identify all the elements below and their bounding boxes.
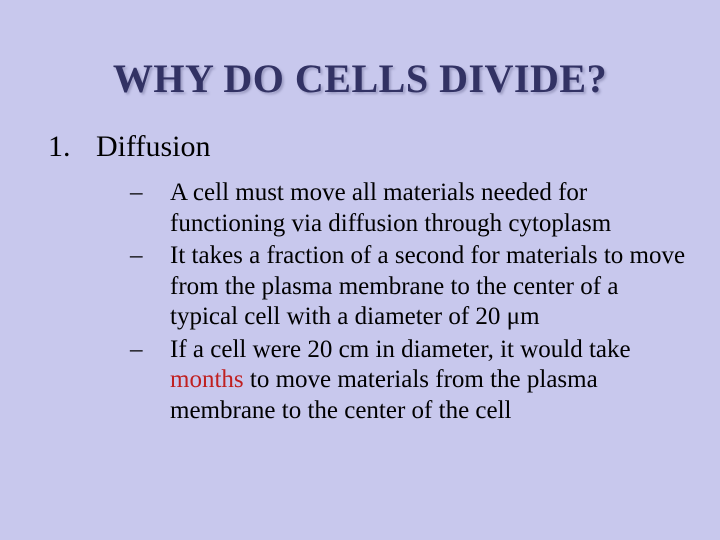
list-item-text: If a cell were 20 cm in diameter, it wou… (170, 335, 690, 427)
text-before: It takes a fraction of a second for mate… (170, 242, 685, 330)
list-number-marker: 1. (48, 130, 96, 164)
list-item-text: It takes a fraction of a second for mate… (170, 241, 690, 333)
highlight-text: months (170, 366, 244, 393)
dash-icon: – (130, 335, 170, 427)
slide-container: WHY DO CELLS DIVIDE? 1.Diffusion – A cel… (0, 0, 720, 540)
list-item-text: A cell must move all materials needed fo… (170, 178, 690, 239)
text-before: A cell must move all materials needed fo… (170, 179, 611, 237)
list-item: – It takes a fraction of a second for ma… (130, 241, 690, 333)
text-before: If a cell were 20 cm in diameter, it wou… (170, 336, 631, 363)
sub-list: – A cell must move all materials needed … (30, 178, 690, 426)
slide-title: WHY DO CELLS DIVIDE? (30, 55, 690, 102)
list-heading-text: Diffusion (96, 130, 210, 163)
list-heading-row: 1.Diffusion (30, 130, 690, 164)
dash-icon: – (130, 178, 170, 239)
list-item: – A cell must move all materials needed … (130, 178, 690, 239)
dash-icon: – (130, 241, 170, 333)
list-item: – If a cell were 20 cm in diameter, it w… (130, 335, 690, 427)
